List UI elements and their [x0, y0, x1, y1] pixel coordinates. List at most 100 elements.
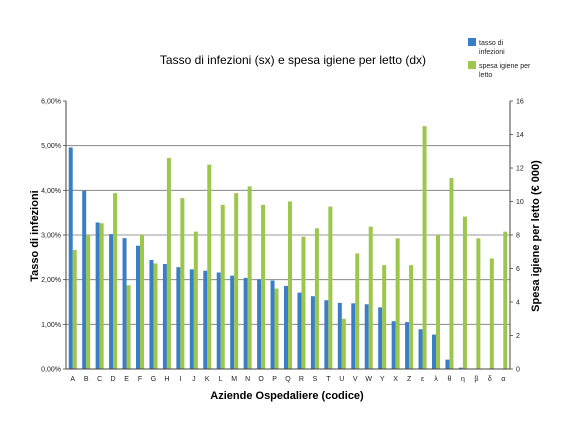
x-tick-label-21: U	[339, 376, 344, 383]
bar-infezioni-18	[297, 292, 302, 369]
bar-spesa-22	[355, 253, 360, 369]
chart-title: Tasso di infezioni (sx) e spesa igiene p…	[160, 53, 426, 67]
right-axis-ticks: 0 2 4 6 8 10 12 14 16	[510, 99, 524, 374]
bar-infezioni-9	[176, 267, 181, 369]
x-tick-label-29: θ	[448, 376, 452, 383]
right-tick-label-6: 12	[516, 166, 524, 173]
right-tick-label-7: 14	[516, 132, 524, 139]
bar-spesa-8	[166, 157, 171, 369]
bar-infezioni-17	[284, 285, 288, 369]
bar-infezioni-16	[270, 280, 275, 369]
x-tick-label-20: T	[326, 376, 331, 383]
right-tick-label-4: 8	[516, 233, 520, 240]
x-tick-label-5: E	[124, 376, 129, 383]
x-tick-label-19: S	[313, 376, 318, 383]
left-tick-label-3: 3,00%	[41, 233, 61, 240]
x-tick-label-15: O	[258, 376, 264, 383]
x-tick-label-1: A	[70, 376, 75, 383]
bar-infezioni-24	[378, 307, 383, 369]
bar-infezioni-25	[391, 321, 396, 369]
left-tick-label-2: 2,00%	[41, 277, 61, 284]
x-tick-label-32: δ	[488, 376, 492, 383]
bar-spesa-12	[220, 204, 225, 369]
bar-infezioni-29	[445, 359, 450, 369]
bar-spesa-17	[288, 201, 292, 369]
x-tick-label-28: λ	[434, 376, 438, 383]
bar-infezioni-21	[337, 302, 342, 369]
bar-spesa-1	[72, 250, 77, 369]
x-tick-label-27: ε	[421, 376, 424, 383]
right-tick-label-0: 0	[516, 367, 520, 374]
bar-spesa-14	[247, 186, 252, 369]
x-tick-label-11: K	[205, 376, 210, 383]
x-tick-label-6: F	[138, 376, 142, 383]
bar-infezioni-22	[351, 303, 356, 369]
bar-spesa-2	[86, 235, 91, 369]
right-tick-label-8: 16	[516, 99, 524, 106]
bar-infezioni-8	[162, 264, 167, 369]
bar-spesa-3	[99, 223, 104, 369]
y-axis-left-title: Tasso di infezioni	[29, 190, 41, 281]
right-tick-label-3: 6	[516, 266, 520, 273]
x-tick-label-14: N	[245, 376, 250, 383]
bar-infezioni-1	[68, 147, 73, 369]
bar-spesa-5	[126, 285, 131, 369]
legend-label-infezioni-line1: tasso di	[479, 40, 504, 47]
bar-infezioni-23	[364, 304, 369, 369]
legend-label-spesa-line1: spesa igiene per	[479, 63, 531, 70]
x-tick-label-4: D	[111, 376, 116, 383]
bar-infezioni-2	[82, 190, 87, 369]
bar-spesa-31	[476, 238, 481, 369]
x-tick-label-2: B	[84, 376, 89, 383]
bar-spesa-10	[193, 231, 198, 369]
left-tick-label-4: 4,00%	[41, 188, 61, 195]
bar-spesa-24	[382, 265, 387, 369]
bar-infezioni-27	[418, 329, 423, 369]
x-tick-label-3: C	[97, 376, 102, 383]
bar-spesa-23	[368, 226, 373, 369]
x-tick-label-26: Z	[407, 376, 412, 383]
bar-spesa-32	[489, 258, 494, 369]
x-tick-label-18: R	[299, 376, 304, 383]
bar-infezioni-14	[243, 277, 248, 369]
x-tick-label-16: P	[272, 376, 277, 383]
bar-spesa-28	[436, 235, 440, 369]
x-tick-label-31: β	[474, 376, 478, 383]
bar-infezioni-3	[95, 222, 100, 369]
left-tick-label-5: 5,00%	[41, 143, 61, 150]
bar-spesa-11	[207, 164, 212, 369]
legend-label-infezioni-line2: infezioni	[479, 49, 505, 56]
bar-spesa-13	[234, 193, 239, 369]
x-tick-label-24: Y	[380, 376, 385, 383]
left-tick-label-6: 6,00%	[41, 99, 61, 106]
bar-infezioni-4	[109, 234, 114, 369]
y-axis-right-title: Spesa igiene per letto (€ 000)	[530, 160, 542, 312]
x-tick-label-8: H	[164, 376, 169, 383]
bar-spesa-4	[113, 193, 118, 369]
bar-spesa-29	[449, 178, 454, 369]
right-tick-label-2: 4	[516, 300, 520, 307]
bar-spesa-20	[328, 206, 333, 369]
bar-infezioni-7	[149, 260, 154, 369]
x-tick-label-13: M	[231, 376, 237, 383]
legend-swatch-infezioni	[468, 38, 476, 46]
x-tick-label-12: L	[219, 376, 223, 383]
bar-spesa-16	[274, 288, 279, 369]
x-tick-label-33: α	[501, 376, 505, 383]
bar-spesa-7	[153, 263, 158, 369]
legend-swatch-spesa	[468, 61, 476, 69]
right-tick-label-5: 10	[516, 199, 524, 206]
bar-infezioni-5	[122, 238, 127, 369]
bar-spesa-6	[140, 235, 144, 369]
bar-infezioni-19	[310, 296, 315, 369]
bar-spesa-26	[409, 265, 414, 369]
x-tick-label-9: I	[179, 376, 181, 383]
bar-spesa-21	[341, 318, 346, 369]
left-tick-label-1: 1,00%	[41, 322, 61, 329]
bar-spesa-30	[462, 216, 467, 369]
bar-spesa-15	[261, 204, 266, 369]
bar-infezioni-11	[203, 270, 208, 369]
x-tick-label-7: G	[151, 376, 156, 383]
left-axis-ticks: 0,00% 1,00% 2,00% 3,00% 4,00% 5,00% 6,00%	[41, 99, 66, 374]
